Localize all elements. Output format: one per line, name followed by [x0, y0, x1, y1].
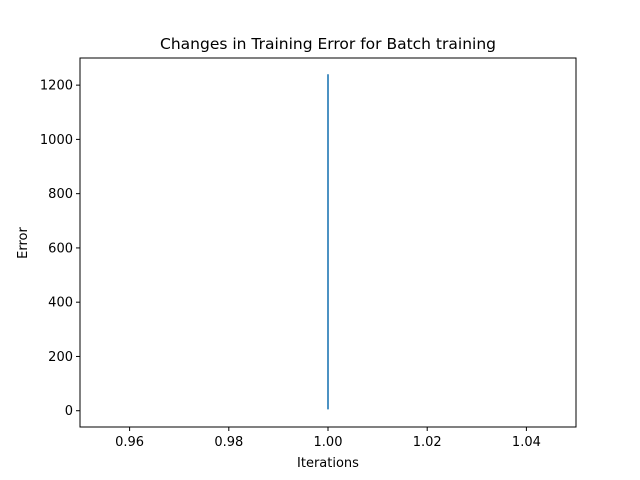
y-tick-label: 600 [48, 241, 73, 256]
x-axis: 0.96 0.98 1.00 1.02 1.04 [115, 427, 541, 450]
chart-title: Changes in Training Error for Batch trai… [160, 35, 496, 53]
y-axis: 0 200 400 600 800 1000 1200 [40, 79, 80, 419]
x-tick-label: 0.96 [115, 435, 144, 450]
x-tick-label: 1.04 [512, 435, 541, 450]
x-axis-label: Iterations [297, 456, 359, 471]
y-axis-label: Error [16, 227, 31, 259]
y-tick-label: 0 [65, 404, 73, 419]
y-tick-label: 200 [48, 350, 73, 365]
x-tick-label: 1.02 [413, 435, 442, 450]
y-tick-label: 400 [48, 296, 73, 311]
x-tick-label: 0.98 [214, 435, 243, 450]
y-tick-label: 1200 [40, 79, 73, 94]
y-tick-label: 800 [48, 187, 73, 202]
y-tick-label: 1000 [40, 133, 73, 148]
x-tick-label: 1.00 [314, 435, 343, 450]
